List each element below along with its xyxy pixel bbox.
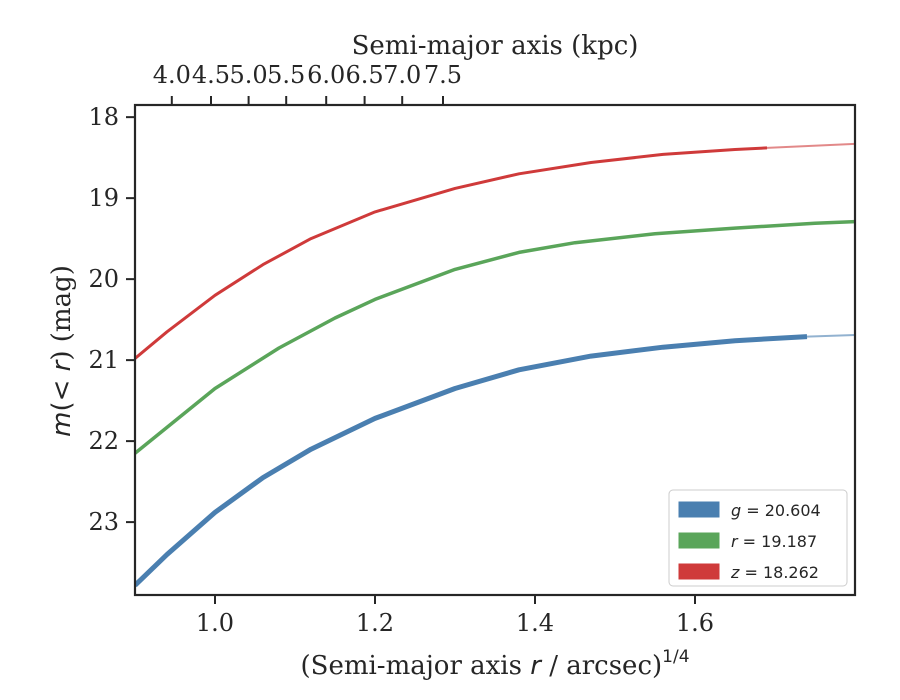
y-axis-title: m(< r) (mag) xyxy=(47,265,77,437)
top-x-tick-label: 7.5 xyxy=(424,61,462,89)
top-x-tick-label: 5.0 xyxy=(230,61,268,89)
top-x-axis-title: Semi-major axis (kpc) xyxy=(352,31,639,61)
x-axis-title-prefix: (Semi-major axis xyxy=(300,651,530,681)
top-x-tick-label: 7.0 xyxy=(383,61,421,89)
legend-swatch-z xyxy=(678,563,720,580)
x-tick-label: 1.2 xyxy=(356,609,394,637)
y-tick-label: 22 xyxy=(88,427,119,455)
legend-label-g: g = 20.604 xyxy=(731,501,821,520)
legend-swatch-r xyxy=(678,532,720,549)
y-axis-title-lt: (< xyxy=(47,371,77,411)
frame-layer xyxy=(133,103,857,597)
plot-frame xyxy=(133,103,857,597)
series-extrapolation-z xyxy=(766,142,855,149)
legend-label-r: r = 19.187 xyxy=(731,532,817,551)
top-x-tick-label: 6.0 xyxy=(307,61,345,89)
y-axis-title-symbol: m xyxy=(47,412,77,437)
legend-label-z: z = 18.262 xyxy=(730,563,819,582)
x-axis-title-variable: r xyxy=(530,651,543,681)
top-x-tick-label: 4.0 xyxy=(153,61,191,89)
x-axis-title-superscript: 1/4 xyxy=(662,647,689,667)
top-x-tick-label: 6.5 xyxy=(346,61,384,89)
x-tick-label: 1.6 xyxy=(676,609,714,637)
series-line-z xyxy=(135,146,768,360)
series-line-g xyxy=(135,334,808,588)
series-layer xyxy=(135,142,855,588)
x-tick-label: 1.0 xyxy=(196,609,234,637)
y-tick-label: 21 xyxy=(88,346,119,374)
legend-swatch-g xyxy=(678,501,720,518)
y-tick-label: 19 xyxy=(88,184,119,212)
series-extrapolation-g xyxy=(806,334,855,338)
y-tick-label: 20 xyxy=(88,265,119,293)
top-x-tick-label: 4.5 xyxy=(192,61,230,89)
tick-layer: 1.0 1.2 1.4 1.6 18 19 20 21 22 23 4.0 4.5 5.0 5.5 6.0 6… xyxy=(88,61,714,637)
y-tick-label: 18 xyxy=(88,103,119,131)
legend: g = 20.604 r = 19.187 z = 18.262 xyxy=(668,489,848,587)
top-x-tick-label: 5.5 xyxy=(267,61,305,89)
y-tick-label: 23 xyxy=(88,508,119,536)
y-axis-title-suffix: ) (mag) xyxy=(47,265,77,361)
x-axis-title-mid: / arcsec) xyxy=(541,651,662,681)
x-axis-title: (Semi-major axis r / arcsec)1/4 xyxy=(300,647,689,681)
series-line-r xyxy=(135,219,855,455)
y-axis-title-variable: r xyxy=(47,358,77,371)
x-tick-label: 1.4 xyxy=(516,609,554,637)
